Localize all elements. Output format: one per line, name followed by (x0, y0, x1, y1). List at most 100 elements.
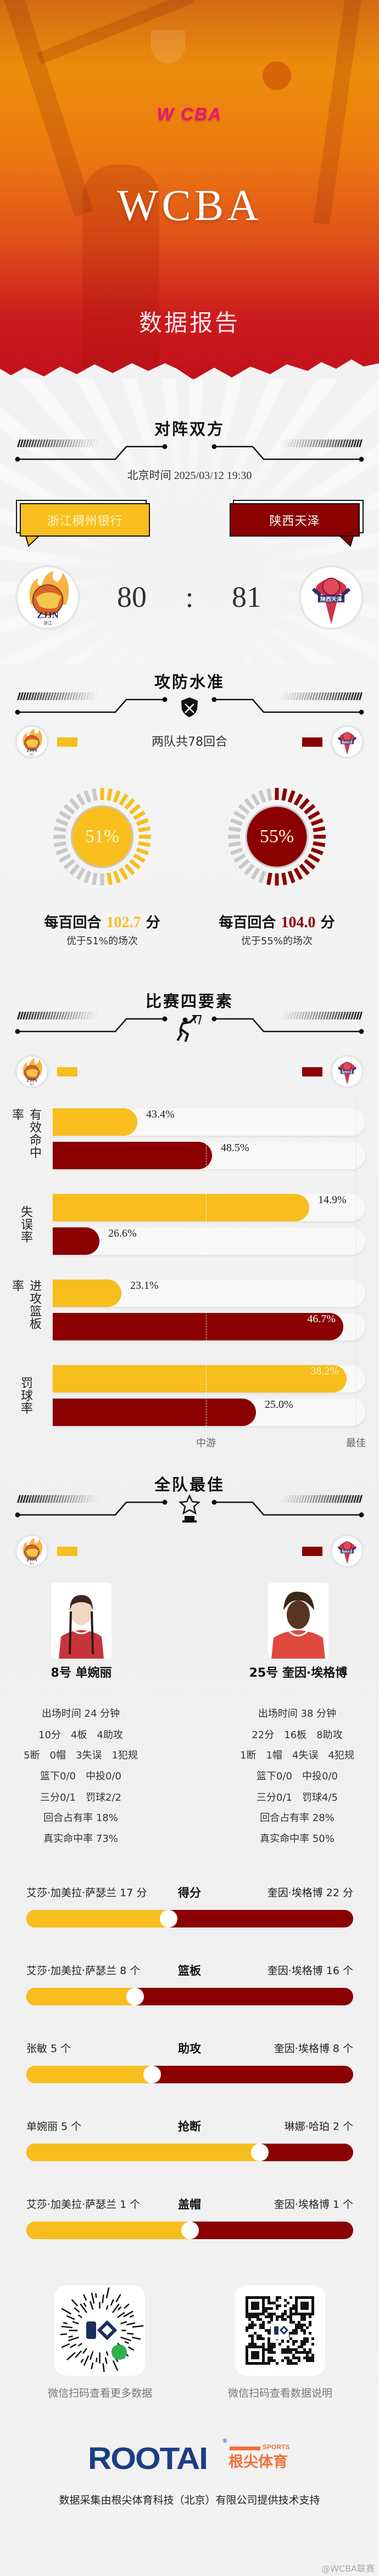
divider-stripe (58, 439, 62, 447)
divider-stripe (293, 1012, 297, 1019)
leader-category: 助攻 (178, 2042, 201, 2055)
home-efficiency-gauge (53, 788, 151, 886)
divider-stripe (36, 439, 40, 447)
divider-stripe (55, 439, 59, 447)
divider-stripe (298, 1495, 302, 1503)
gauge-tick (228, 835, 240, 839)
divider-stripe (69, 1495, 73, 1503)
stat-item: 4助攻 (97, 1729, 123, 1741)
divider-stripe (296, 692, 299, 700)
divider-stripe (25, 1495, 29, 1503)
svg-text:陕西天泽: 陕西天泽 (342, 1550, 353, 1554)
ppp-suffix: 分 (320, 915, 335, 931)
gauge-tick (124, 798, 135, 810)
home-share-fill (26, 2222, 190, 2239)
divider-stripe (337, 439, 341, 447)
divider-stripe (301, 692, 305, 700)
away-team-logo-small: 陕西天泽 (332, 1057, 362, 1086)
divider-stripe (339, 692, 343, 700)
divider-stripe (331, 1495, 335, 1503)
svg-text:陕西天泽: 陕西天泽 (342, 741, 353, 745)
gauge-tick (313, 826, 326, 832)
star-trophy-icon (178, 1493, 201, 1523)
divider-stripe (287, 692, 291, 700)
divider-stripe (290, 1012, 294, 1019)
divider-stripe (34, 1495, 37, 1503)
hero-banner: W CBA WCBA 数据报告 (0, 0, 379, 380)
divider-stripe (317, 692, 321, 700)
divider-stripe (285, 439, 288, 447)
divider-stripe (326, 439, 330, 447)
divider-stripe (28, 439, 32, 447)
stat-item: 三分0/1 (40, 1792, 76, 1803)
gauge-core (245, 805, 309, 869)
away-player-stat-line: 三分0/1 罚球4/5 (209, 1791, 379, 1805)
divider-stripe (301, 1012, 305, 1019)
divider-stripe (23, 439, 26, 447)
away-player-stat-line: 回合占有率 28% (209, 1812, 379, 1825)
factor-bar-fill (53, 1194, 309, 1221)
divider-stripe (334, 692, 338, 700)
comparison-knob (143, 2066, 161, 2083)
ppp-suffix: 分 (146, 915, 160, 931)
gauge-tick (287, 790, 296, 803)
home-color-swatch (57, 1547, 77, 1556)
gauge-tick (124, 864, 135, 876)
divider-stripe (331, 439, 335, 447)
divider-stripe (55, 1012, 59, 1019)
divider-line (214, 1018, 361, 1033)
home-player-stat-line: 5断 0帽 3失误 1犯规 (0, 1749, 169, 1762)
divider-stripe (342, 439, 346, 447)
divider-stripe (315, 692, 319, 700)
home-points-per-100: 每百回合 102.7 分 (14, 914, 190, 932)
gauge-tick (69, 798, 80, 810)
factor-value: 46.7% (307, 1313, 336, 1325)
divider-stripe (317, 439, 321, 447)
divider-stripe (326, 692, 330, 700)
divider-stripe (328, 1495, 332, 1503)
score-separator: : (185, 580, 194, 613)
shaanxi-tianze-logo-icon: 陕西天泽 (311, 577, 351, 624)
divider-dot (162, 697, 168, 702)
svg-text:浙江: 浙江 (43, 621, 52, 626)
divider-line (214, 698, 361, 713)
away-points-per-100: 每百回合 104.0 分 (189, 914, 365, 932)
stat-item: 0帽 (49, 1750, 66, 1761)
divider-stripe (309, 692, 313, 700)
away-leader: 奎因·埃格博 16 个 (267, 1965, 353, 1977)
divider-stripe (66, 1495, 70, 1503)
factor-value: 23.1% (130, 1279, 159, 1292)
factor-bar-home: 14.9% (53, 1194, 365, 1221)
leader-category: 得分 (178, 1886, 201, 1899)
gauge-tick (129, 804, 141, 815)
divider-stripe (47, 1495, 51, 1503)
leader-comparison-bar (26, 2222, 353, 2239)
gauge-tick (59, 853, 71, 863)
divider-stripe (315, 1495, 319, 1503)
divider-stripe (58, 1012, 62, 1019)
mid-reference-line (206, 1095, 207, 1432)
gauge-tick (63, 859, 75, 870)
factor-bar-home: 23.1% (53, 1279, 365, 1307)
stat-item: 5断 (24, 1750, 40, 1761)
away-player-stat-line: 1断 1帽 4失误 4犯规 (209, 1749, 379, 1762)
divider-stripe (304, 692, 308, 700)
qr-left-caption: 微信扫码查看更多数据 (47, 2387, 152, 2399)
divider-stripe (290, 1495, 294, 1503)
away-player-stat-line: 篮下0/0 中投0/0 (209, 1770, 379, 1783)
divider-stripe (348, 692, 352, 700)
qr-code-more-data (54, 2285, 145, 2376)
gauge-tick (138, 841, 151, 847)
gauge-tick (258, 870, 266, 883)
home-gauge-percent: 51% (85, 826, 120, 847)
stat-item: 三分0/1 (257, 1792, 292, 1803)
divider-stripe (356, 692, 360, 700)
gauge-tick (233, 810, 246, 820)
axis-label-mid: 中游 (196, 1438, 216, 1449)
leader-category: 盖帽 (178, 2198, 201, 2211)
home-share-fill (26, 2066, 152, 2083)
divider-stripe (86, 439, 90, 447)
factor-bar-fill (53, 1279, 121, 1307)
divider-stripe (312, 1012, 316, 1019)
